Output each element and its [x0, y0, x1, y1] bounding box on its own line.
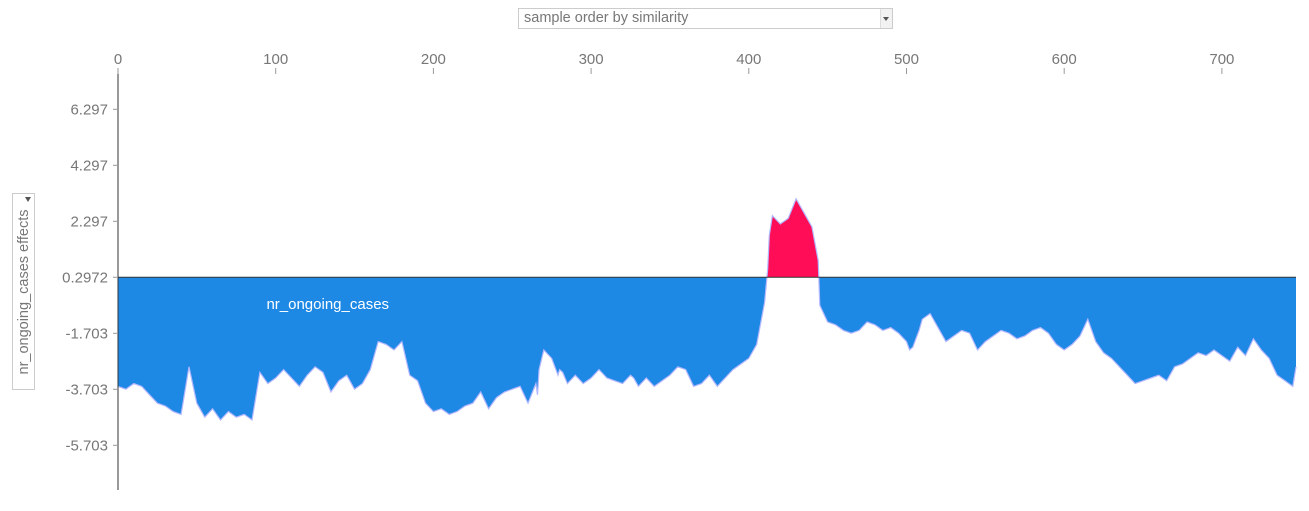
axes: 0 100 200 300 400 500 600 700 6.297 4.297 2.297 0.2…: [62, 51, 1296, 490]
y-tick-label: -1.703: [65, 325, 108, 342]
chevron-down-icon[interactable]: [880, 9, 892, 28]
effect-areas: [117, 197, 1297, 422]
x-tick-label: 100: [263, 51, 288, 68]
y-tick-label: 4.297: [70, 157, 108, 174]
x-tick-label: 700: [1209, 51, 1234, 68]
y-tick-label: 2.297: [70, 213, 108, 230]
y-tick-label: -3.703: [65, 381, 108, 398]
effect-outline: [117, 197, 1297, 422]
feature-label: nr_ongoing_cases: [266, 296, 389, 313]
x-tick-label: 0: [114, 51, 122, 68]
y-tick-label: 0.2972: [62, 269, 108, 286]
feature-label: nr_ongoing_cases: [1085, 256, 1208, 273]
x-tick-label: 300: [579, 51, 604, 68]
effect-feature-select[interactable]: nr_ongoing_cases effects: [12, 193, 35, 390]
positive-effect-area-1: [766, 198, 819, 278]
negative-effect-area-0: [118, 277, 767, 420]
sample-order-select-value: sample order by similarity: [524, 10, 689, 26]
y-tick-label: 6.297: [70, 101, 108, 118]
chevron-down-icon[interactable]: [25, 197, 31, 202]
x-tick-label: 500: [894, 51, 919, 68]
negative-effect-area-2: [818, 277, 1296, 387]
x-tick-label: 200: [421, 51, 446, 68]
x-tick-label: 600: [1052, 51, 1077, 68]
sample-order-select[interactable]: sample order by similarity: [518, 8, 893, 29]
x-tick-label: 400: [736, 51, 761, 68]
area-labels: nr_ongoing_cases nr_ongoing_cases: [266, 256, 1207, 313]
y-tick-label: -5.703: [65, 437, 108, 454]
